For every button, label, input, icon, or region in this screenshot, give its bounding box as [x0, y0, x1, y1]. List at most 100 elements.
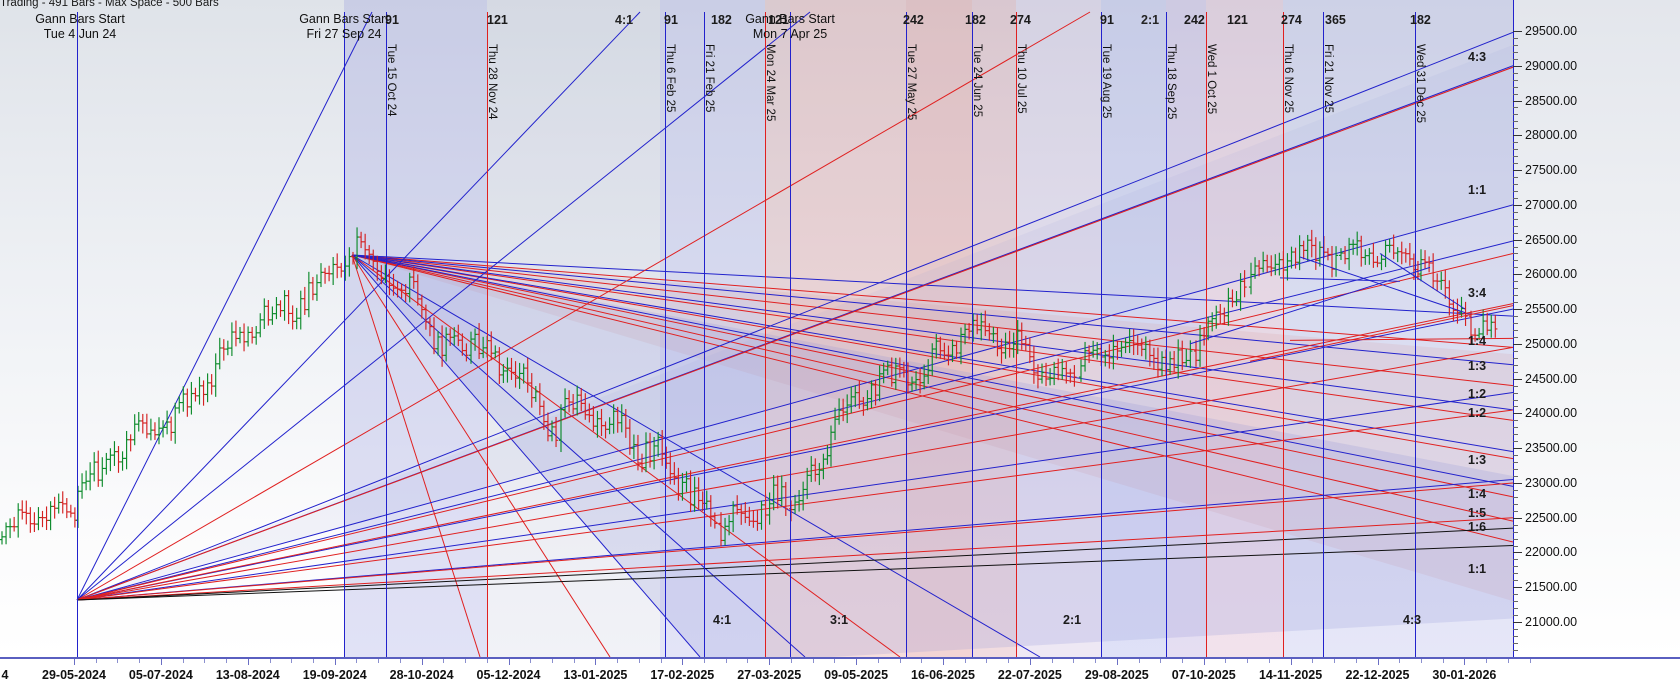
price-minor-tick — [1513, 156, 1518, 158]
date-minor-tick — [1095, 659, 1097, 663]
price-minor-tick — [1513, 267, 1518, 269]
date-tick — [769, 659, 771, 665]
gann-start-title: Gann Bars Start — [299, 12, 389, 26]
price-minor-tick — [1513, 329, 1518, 331]
price-tick — [1513, 100, 1522, 102]
gann-time-line[interactable] — [344, 12, 345, 657]
date-minor-tick — [790, 659, 792, 663]
cycle-count-label: 182 — [1410, 13, 1431, 27]
gann-time-line[interactable] — [1166, 12, 1167, 657]
gann-ratio-label-right: 3:4 — [1468, 286, 1487, 300]
date-minor-tick — [1334, 659, 1336, 663]
price-minor-tick — [1513, 183, 1518, 185]
price-tick — [1513, 135, 1522, 137]
price-minor-tick — [1513, 371, 1518, 373]
price-minor-tick — [1513, 573, 1518, 575]
price-tick-label: 24000.00 — [1525, 406, 1578, 421]
gann-time-line[interactable] — [487, 12, 488, 657]
price-minor-tick — [1513, 323, 1518, 325]
price-tick-label: 29000.00 — [1525, 58, 1578, 73]
price-minor-tick — [1513, 316, 1518, 318]
cycle-count-label: 91 — [664, 13, 678, 27]
price-tick — [1513, 309, 1522, 311]
gann-time-line[interactable] — [665, 12, 666, 657]
gann-time-line[interactable] — [704, 12, 705, 657]
date-tick — [682, 659, 684, 665]
date-minor-tick — [1247, 659, 1249, 663]
gann-ratio-label: 3:1 — [830, 613, 849, 627]
price-tick-label: 29500.00 — [1525, 24, 1578, 38]
price-tick — [1513, 448, 1522, 450]
gann-fan-wedge-up — [77, 44, 1513, 600]
price-minor-tick — [1513, 649, 1518, 651]
cycle-count-label: 91 — [385, 13, 399, 27]
price-minor-tick — [1513, 211, 1518, 213]
date-minor-tick — [1073, 659, 1075, 663]
date-tick — [595, 659, 597, 665]
date-axis[interactable]: 4 29-05-2024 05-07-2024 13-08-2024 19-09-202… — [0, 657, 1680, 698]
price-minor-tick — [1513, 566, 1518, 568]
gann-start-title: Gann Bars Start — [745, 12, 835, 26]
date-minor-tick — [1312, 659, 1314, 663]
price-tick-label: 21500.00 — [1525, 580, 1578, 595]
price-minor-tick — [1513, 281, 1518, 283]
gann-fan-line-blue-asc — [76, 240, 1513, 601]
price-minor-tick — [1513, 545, 1518, 547]
gann-fan-line-red-steep — [351, 254, 611, 657]
price-tick — [1513, 170, 1522, 172]
price-minor-tick — [1513, 364, 1518, 366]
price-minor-tick — [1513, 107, 1518, 109]
price-axis[interactable]: 29500.00 29000.00 28500.00 28000.00 27500.00… — [1468, 0, 1680, 657]
gann-time-line[interactable] — [790, 12, 791, 657]
date-minor-tick — [986, 659, 988, 663]
price-tick — [1513, 587, 1522, 589]
chart-plot-area[interactable]: Tue 15 Oct 24 Thu 28 Nov 24 Thu 6 Feb 25 Fr… — [0, 0, 1513, 657]
gann-start-date: Mon 7 Apr 25 — [752, 27, 828, 41]
date-minor-tick — [1529, 659, 1531, 663]
date-axis-spine — [0, 657, 1680, 659]
gann-time-line[interactable] — [386, 12, 387, 657]
date-minor-tick — [182, 659, 184, 663]
gann-time-line[interactable] — [1206, 12, 1207, 657]
gann-start-caption: Gann Bars Start Tue 4 Jun 24 — [12, 12, 148, 42]
trend-overlay-lines — [1189, 253, 1513, 362]
gann-time-line[interactable] — [972, 12, 973, 657]
date-minor-tick — [1160, 659, 1162, 663]
gann-time-line-label: Tue 27 May 25 — [905, 44, 917, 121]
gann-time-line[interactable] — [765, 12, 766, 657]
gann-start-date: Tue 4 Jun 24 — [43, 27, 117, 41]
date-minor-tick — [1181, 659, 1183, 663]
date-minor-tick — [899, 659, 901, 663]
gann-time-line[interactable] — [1016, 12, 1017, 657]
date-minor-tick — [226, 659, 228, 663]
gann-fan-line-blue-asc — [76, 308, 1513, 601]
price-tick-label: 28500.00 — [1525, 93, 1578, 108]
price-tick — [1513, 413, 1522, 415]
price-minor-tick — [1513, 594, 1518, 596]
cycle-count-label: 242 — [903, 13, 924, 27]
gann-time-line-label: Thu 18 Sep 25 — [1165, 44, 1177, 120]
gann-fan-line-red-asc — [76, 253, 1513, 601]
gann-time-line[interactable] — [1415, 12, 1416, 657]
gann-time-line[interactable] — [1101, 12, 1102, 657]
date-minor-tick — [704, 659, 706, 663]
price-minor-tick — [1513, 496, 1518, 498]
gann-time-line[interactable] — [77, 12, 78, 657]
gann-ratio-label-right: 1:2 — [1468, 387, 1487, 401]
price-tick — [1513, 239, 1522, 241]
price-tick-label: 26500.00 — [1525, 232, 1578, 247]
gann-time-line-label: Wed 31 Dec 25 — [1414, 44, 1426, 124]
date-tick — [1116, 659, 1118, 665]
gann-time-line[interactable] — [1283, 12, 1284, 657]
price-minor-tick — [1513, 469, 1518, 471]
price-minor-tick — [1513, 260, 1518, 262]
gann-fan-line-blue-asc-steep — [76, 11, 373, 601]
date-tick — [247, 659, 249, 665]
cycle-count-label: 274 — [1281, 13, 1302, 27]
gann-fan-line-red-asc — [76, 66, 1513, 601]
gann-time-line[interactable] — [906, 12, 907, 657]
gann-time-line[interactable] — [1323, 12, 1324, 657]
date-minor-tick — [486, 659, 488, 663]
price-tick — [1513, 204, 1522, 206]
price-tick-label: 23000.00 — [1525, 475, 1578, 490]
